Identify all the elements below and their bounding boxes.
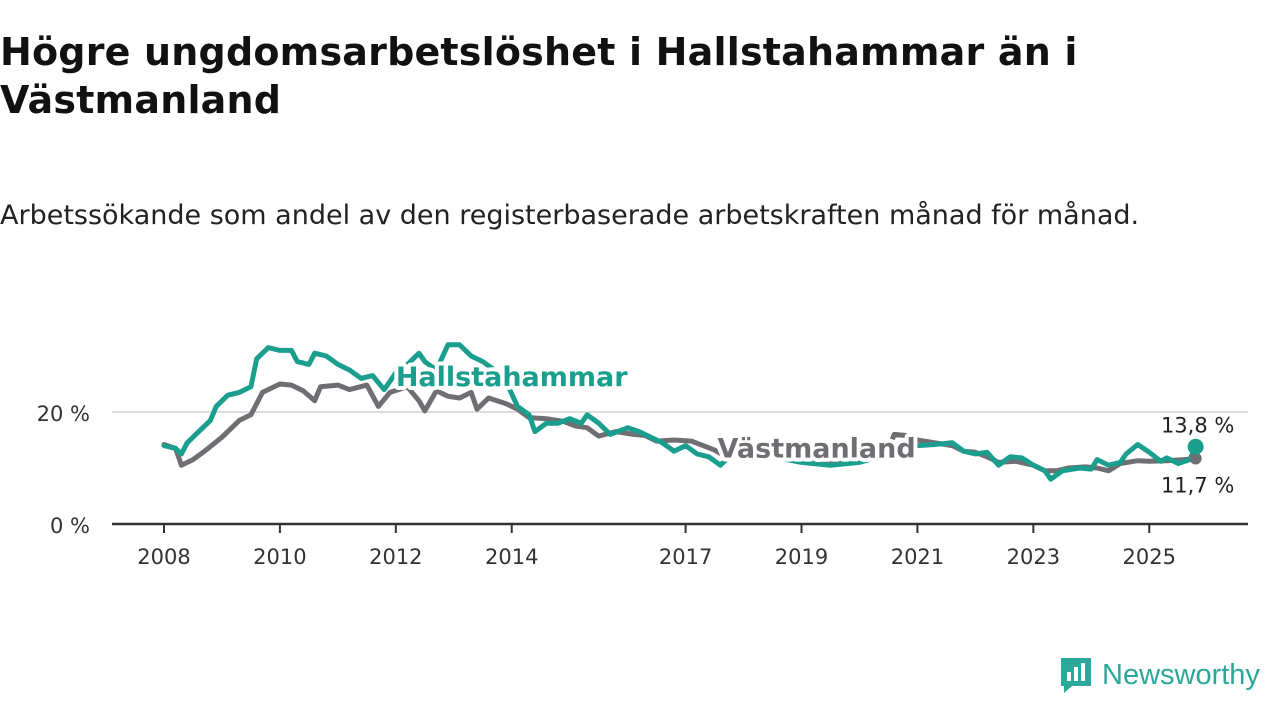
newsworthy-logo-icon [1061, 658, 1091, 693]
hallstahammar-series-label: Hallstahammar [396, 362, 628, 393]
newsworthy-brand: Newsworthy [1058, 654, 1278, 696]
hallstahammar-end-marker [1187, 438, 1204, 455]
vastmanland-value-label: 11,7 % [1161, 473, 1234, 497]
newsworthy-wordmark: Newsworthy [1102, 658, 1260, 691]
y-tick-label: 20 % [37, 402, 90, 426]
x-tick-label: 2008 [137, 545, 190, 569]
vastmanland-end-marker [1189, 452, 1202, 465]
x-tick-label: 2019 [775, 545, 828, 569]
y-tick-label: 0 % [50, 514, 90, 538]
x-tick-label: 2010 [253, 545, 306, 569]
series-line-hallstahammar [161, 342, 1199, 482]
hallstahammar-value-label: 13,8 % [1161, 414, 1234, 438]
chart-subtitle: Arbetssökande som andel av den registerb… [0, 200, 1140, 231]
x-tick-label: 2014 [485, 545, 538, 569]
series-line-vastmanland [161, 381, 1199, 474]
x-tick-label: 2012 [369, 545, 422, 569]
x-tick-label: 2023 [1007, 545, 1060, 569]
x-tick-label: 2017 [659, 545, 712, 569]
x-tick-label: 2025 [1123, 545, 1176, 569]
vastmanland-series-label: Västmanland [717, 433, 915, 464]
x-tick-label: 2021 [891, 545, 944, 569]
chart-title: Högre ungdomsarbetslöshet i Hallstahamma… [0, 30, 1078, 122]
